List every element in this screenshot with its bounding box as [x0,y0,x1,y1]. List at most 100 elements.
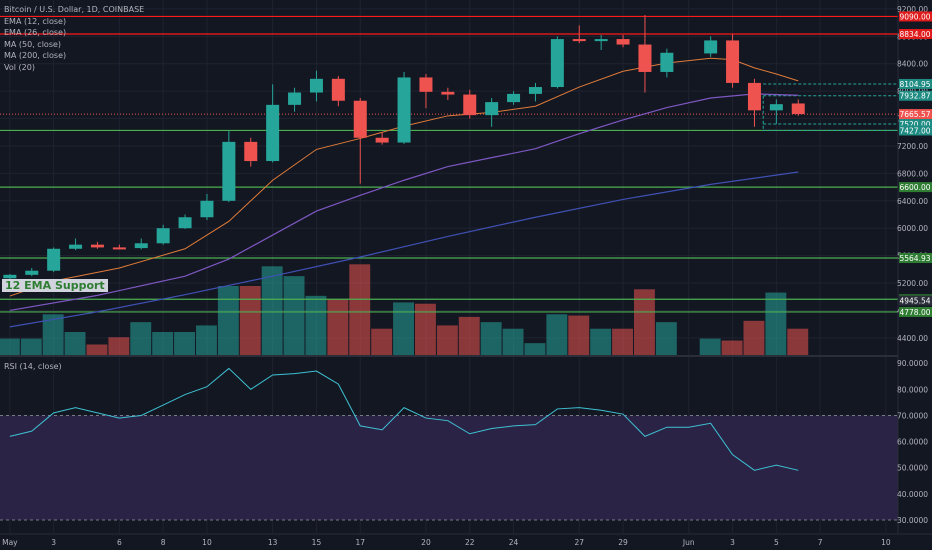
candle-body [638,44,652,72]
candle-body [244,141,258,162]
time-tick-label: 29 [618,538,628,547]
price-tag: 7665.57 [899,110,930,119]
candle-body [660,52,674,72]
rsi-tick-label: 70.0000 [897,411,928,420]
annotation-text: 12 EMA Support [5,279,105,292]
annotation-box [2,279,108,292]
rsi-tick-label: 50.0000 [897,464,928,473]
volume-bar [393,302,415,355]
volume-bar [371,328,393,355]
level-tag: 9090.00 [899,12,930,21]
candle-body [288,92,302,105]
price-tag-bg [899,125,932,136]
volume-bar [327,299,349,355]
candle-body [594,39,608,42]
candle-body [704,40,718,54]
level-tag: 8834.00 [899,30,930,39]
volume-bar [765,292,787,355]
candle-body [266,104,280,162]
volume-bar [196,325,217,355]
candle-body [331,78,345,101]
volume-bar [524,343,546,355]
time-tick-label: 10 [202,538,212,547]
legend-ma50[interactable]: MA (50, close) [4,39,62,49]
price-tag-bg [899,119,932,130]
time-tick-label: 8 [161,538,166,547]
time-axis: May 3 6 8 10 13 15 17 20 22 24 27 29 Jun 3 5 7 10 [0,533,932,550]
candle-body [616,39,630,45]
candle-body [178,217,192,229]
time-axis-bg [0,534,932,550]
rsi-tick-label: 60.0000 [897,438,928,447]
candle-body [572,39,586,42]
candle-body [69,244,83,249]
volume-bar [787,328,809,355]
candle-body [3,274,17,279]
candle-body [222,141,236,201]
candle-body [528,87,542,94]
volume-bar [415,303,436,355]
candle-body [90,244,104,248]
volume-bar [86,344,108,355]
time-tick-label: May [2,538,18,547]
level-tag-bg [899,11,932,22]
volume-bar [721,340,743,355]
rsi-line [9,367,799,471]
volume-bar [743,320,765,355]
candle-body [397,77,411,143]
volume-bar [217,286,239,355]
candle-body [200,200,214,218]
candle-body [353,100,367,138]
legend-ma200[interactable]: MA (200, close) [4,51,67,60]
volume-bar [612,328,634,355]
candle-body [769,104,783,111]
price-tag: 7932.87 [899,92,930,101]
legend-ema26[interactable]: EMA (26, close) [4,28,67,37]
volume-bar [174,332,196,355]
candle-body [463,94,477,116]
price-tag-bg [899,109,932,120]
chart-legend: Bitcoin / U.S. Dollar, 1D, COINBASE EMA … [4,4,144,73]
ema-support-annotation: 12 EMA Support [2,279,108,292]
rsi-tick-label: 80.0000 [897,385,928,394]
volume-bar [283,276,305,355]
time-tick-label: 20 [421,538,431,547]
volume-bar [568,315,590,355]
level-tag-bg [899,182,932,193]
volume-bars [0,264,809,355]
price-tick-label: 6800.00 [897,169,928,178]
volume-bar [20,338,42,355]
time-tick-label: 17 [355,538,365,547]
legend-volume[interactable]: Vol (20) [4,62,35,72]
price-tag-bg [899,295,932,306]
volume-bar [480,322,502,355]
level-tag-bg [899,28,932,39]
ema26-line [9,93,799,312]
volume-bar [655,322,677,355]
level-tag-bg [899,253,932,264]
volume-bar [261,266,283,355]
candle-body [112,247,126,250]
price-tick-label: 7200.00 [897,142,928,151]
volume-bar [0,338,20,355]
price-tick-label: 5200.00 [897,279,928,288]
price-tick-label: 6000.00 [897,224,928,233]
volume-bar [349,264,371,355]
volume-bar [699,338,721,355]
volume-bar [436,325,458,355]
legend-rsi[interactable]: RSI (14, close) [4,362,62,371]
ma50-line [9,171,799,328]
candle-body [25,270,39,275]
candle-body [134,243,148,249]
time-tick-label: 6 [117,538,122,547]
price-tag-bg [899,78,932,89]
candle-body [791,103,805,115]
symbol-title[interactable]: Bitcoin / U.S. Dollar, 1D, COINBASE [4,5,145,14]
rsi-tick-label: 30.0000 [897,516,928,525]
volume-bar [590,328,612,355]
legend-ema12[interactable]: EMA (12, close) [4,16,67,26]
volume-bar [458,316,480,355]
time-tick-label: 3 [51,538,56,547]
time-tick-label: 27 [574,538,584,547]
